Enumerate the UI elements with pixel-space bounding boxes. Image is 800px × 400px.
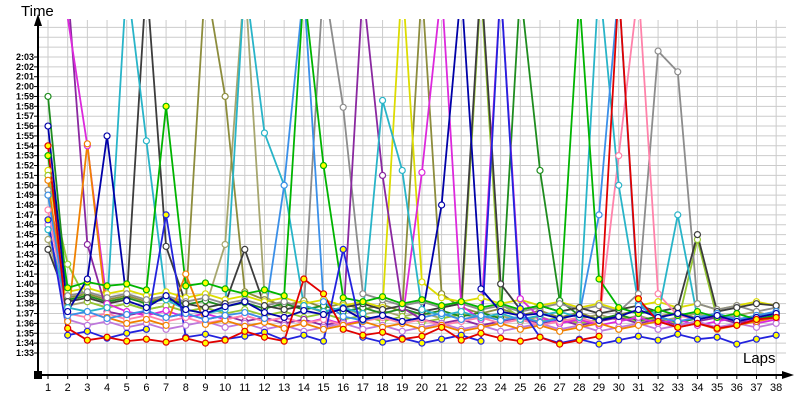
svg-text:22: 22 [455, 382, 467, 394]
series-line-red [47, 19, 777, 346]
svg-text:1:41: 1:41 [16, 269, 34, 279]
svg-text:21: 21 [435, 382, 447, 394]
svg-text:2:02: 2:02 [16, 62, 34, 72]
svg-text:2:00: 2:00 [16, 82, 34, 92]
svg-text:30: 30 [613, 382, 625, 394]
svg-text:20: 20 [416, 382, 428, 394]
svg-text:19: 19 [396, 382, 408, 394]
svg-text:1:37: 1:37 [16, 309, 34, 319]
svg-text:25: 25 [514, 382, 526, 394]
svg-text:1:53: 1:53 [16, 151, 34, 161]
svg-text:16: 16 [337, 382, 349, 394]
axes [34, 14, 794, 379]
x-tick-labels: 1 2 3 4 5 6 7 8 9 10 11 12 13 14 15 16 17 18 19 20 21 22 23 24 2… [45, 382, 782, 394]
svg-text:1:46: 1:46 [16, 220, 34, 230]
svg-text:1:50: 1:50 [16, 180, 34, 190]
svg-text:10: 10 [219, 382, 231, 394]
series-line-cyan [47, 19, 777, 321]
series-markers-green [44, 102, 780, 324]
svg-text:1:58: 1:58 [16, 101, 34, 111]
svg-text:17: 17 [357, 382, 369, 394]
svg-text:31: 31 [632, 382, 644, 394]
svg-text:1:44: 1:44 [16, 239, 34, 249]
x-axis-arrow-icon [782, 371, 794, 379]
svg-text:12: 12 [258, 382, 270, 394]
x-axis-title: Laps [743, 350, 776, 367]
y-axis-title: Time [21, 3, 54, 20]
svg-text:1:39: 1:39 [16, 289, 34, 299]
svg-text:18: 18 [376, 382, 388, 394]
svg-text:26: 26 [534, 382, 546, 394]
svg-text:2:03: 2:03 [16, 52, 34, 62]
svg-text:28: 28 [573, 382, 585, 394]
y-axis-arrow-icon [34, 14, 42, 26]
svg-text:29: 29 [593, 382, 605, 394]
svg-text:13: 13 [278, 382, 290, 394]
svg-text:1:38: 1:38 [16, 299, 34, 309]
svg-text:1:54: 1:54 [16, 141, 34, 151]
svg-text:2: 2 [65, 382, 71, 394]
svg-text:1:49: 1:49 [16, 190, 34, 200]
svg-text:1:56: 1:56 [16, 121, 34, 131]
svg-text:1:42: 1:42 [16, 259, 34, 269]
svg-text:32: 32 [652, 382, 664, 394]
axis-ticks [34, 56, 777, 379]
svg-text:1:33: 1:33 [16, 348, 34, 358]
svg-text:5: 5 [124, 382, 130, 394]
svg-text:36: 36 [731, 382, 743, 394]
svg-text:35: 35 [711, 382, 723, 394]
svg-text:6: 6 [143, 382, 149, 394]
svg-text:1:34: 1:34 [16, 338, 34, 348]
svg-text:1:47: 1:47 [16, 210, 34, 220]
svg-text:4: 4 [104, 382, 110, 394]
svg-text:14: 14 [298, 382, 310, 394]
svg-text:15: 15 [317, 382, 329, 394]
y-tick-labels: 2:032:022:012:001:591:581:571:561:551:54… [16, 52, 34, 358]
svg-text:24: 24 [495, 382, 507, 394]
series-markers-red [44, 142, 780, 348]
svg-text:23: 23 [475, 382, 487, 394]
svg-text:1:43: 1:43 [16, 249, 34, 259]
svg-text:1:45: 1:45 [16, 230, 34, 240]
svg-text:34: 34 [691, 382, 703, 394]
svg-text:1:35: 1:35 [16, 328, 34, 338]
svg-text:3: 3 [84, 382, 90, 394]
svg-text:7: 7 [163, 382, 169, 394]
series-lines [44, 19, 780, 348]
svg-text:1: 1 [45, 382, 51, 394]
svg-text:27: 27 [554, 382, 566, 394]
svg-text:38: 38 [770, 382, 782, 394]
svg-text:1:51: 1:51 [16, 170, 34, 180]
svg-text:1:36: 1:36 [16, 318, 34, 328]
series-line-blue [47, 19, 777, 346]
svg-text:33: 33 [672, 382, 684, 394]
svg-text:2:01: 2:01 [16, 72, 34, 82]
svg-text:11: 11 [239, 382, 250, 394]
svg-text:37: 37 [750, 382, 762, 394]
svg-text:8: 8 [183, 382, 189, 394]
svg-text:1:55: 1:55 [16, 131, 34, 141]
origin-square [34, 371, 42, 379]
svg-text:1:57: 1:57 [16, 111, 34, 121]
svg-text:9: 9 [202, 382, 208, 394]
svg-text:1:52: 1:52 [16, 161, 34, 171]
svg-text:1:48: 1:48 [16, 200, 34, 210]
svg-text:1:59: 1:59 [16, 91, 34, 101]
svg-text:1:40: 1:40 [16, 279, 34, 289]
